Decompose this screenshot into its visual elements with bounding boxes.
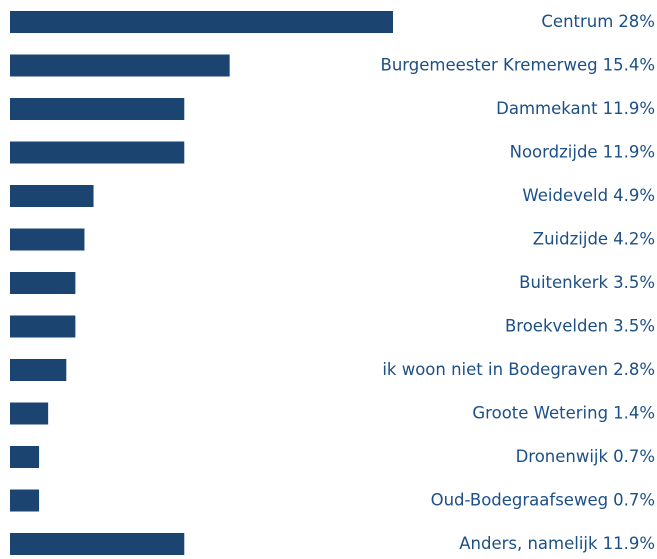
category-label: Zuidzijde: [533, 229, 608, 248]
bar: [10, 446, 40, 468]
category-label: Groote Wetering: [472, 403, 608, 422]
bar-label: Zuidzijde 4.2%: [533, 229, 655, 248]
category-label: Burgemeester Kremerweg: [381, 55, 598, 74]
bar: [10, 141, 185, 164]
bar-label: Buitenkerk 3.5%: [519, 273, 655, 292]
bar: [10, 54, 230, 77]
bar-label: Groote Wetering 1.4%: [472, 403, 655, 422]
bar: [10, 315, 76, 338]
category-label: Buitenkerk: [519, 273, 608, 292]
category-label: Dronenwijk: [516, 447, 609, 466]
bar-label: Dammekant 11.9%: [496, 99, 655, 118]
value-label: 3.5%: [613, 273, 655, 292]
category-label: Weideveld: [522, 186, 608, 205]
bar-label: Anders, namelijk 11.9%: [459, 534, 655, 553]
bar-label: Oud-Bodegraafseweg 0.7%: [431, 490, 655, 509]
value-label: 1.4%: [613, 403, 655, 422]
value-label: 11.9%: [603, 142, 655, 161]
category-label: Dammekant: [496, 99, 598, 118]
bar-label: Noordzijde 11.9%: [510, 142, 655, 161]
value-label: 11.9%: [603, 99, 655, 118]
category-label: Broekvelden: [505, 316, 608, 335]
bar: [10, 402, 49, 425]
value-label: 0.7%: [613, 447, 655, 466]
bar: [10, 185, 94, 207]
bar: [10, 11, 393, 33]
bar-label: ik woon niet in Bodegraven 2.8%: [382, 360, 655, 379]
category-label: Centrum: [541, 12, 613, 31]
category-label: ik woon niet in Bodegraven: [382, 360, 608, 379]
bar: [10, 533, 185, 555]
bar: [10, 359, 67, 381]
bar: [10, 272, 76, 294]
bar-label: Dronenwijk 0.7%: [516, 447, 655, 466]
value-label: 2.8%: [613, 360, 655, 379]
bar-label: Broekvelden 3.5%: [505, 316, 655, 335]
value-label: 4.9%: [613, 186, 655, 205]
category-label: Noordzijde: [510, 142, 598, 161]
value-label: 0.7%: [613, 490, 655, 509]
value-label: 3.5%: [613, 316, 655, 335]
bar: [10, 228, 85, 251]
category-label: Anders, namelijk: [459, 534, 598, 553]
value-label: 28%: [618, 12, 655, 31]
value-label: 11.9%: [603, 534, 655, 553]
category-label: Oud-Bodegraafseweg: [431, 490, 608, 509]
value-label: 4.2%: [613, 229, 655, 248]
value-label: 15.4%: [603, 55, 655, 74]
bar-label: Weideveld 4.9%: [522, 186, 655, 205]
bar-label: Centrum 28%: [541, 12, 655, 31]
bar-label: Burgemeester Kremerweg 15.4%: [381, 55, 655, 74]
bar: [10, 489, 40, 512]
bar: [10, 98, 185, 120]
